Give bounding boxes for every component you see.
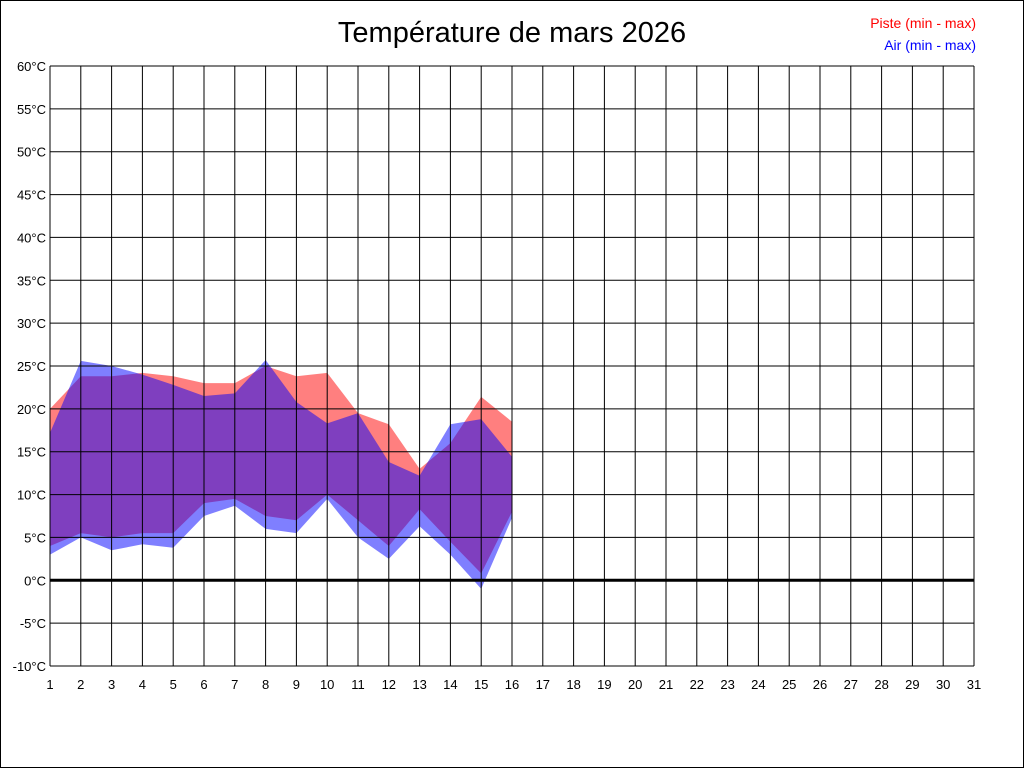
y-tick-label: 40°C	[17, 230, 46, 245]
x-tick-label: 20	[628, 677, 642, 692]
x-tick-label: 23	[720, 677, 734, 692]
y-tick-label: -5°C	[20, 616, 46, 631]
x-tick-label: 11	[351, 677, 365, 692]
x-tick-label: 16	[505, 677, 519, 692]
legend-air: Air (min - max)	[884, 37, 976, 53]
x-tick-label: 9	[293, 677, 300, 692]
y-tick-label: 55°C	[17, 102, 46, 117]
y-tick-label: 35°C	[17, 273, 46, 288]
x-tick-label: 5	[170, 677, 177, 692]
x-tick-label: 13	[412, 677, 426, 692]
x-tick-label: 27	[844, 677, 858, 692]
x-tick-label: 17	[536, 677, 550, 692]
x-tick-label: 25	[782, 677, 796, 692]
x-tick-label: 4	[139, 677, 146, 692]
y-tick-label: 10°C	[17, 488, 46, 503]
x-tick-label: 14	[443, 677, 457, 692]
x-tick-label: 12	[382, 677, 396, 692]
x-tick-label: 15	[474, 677, 488, 692]
y-tick-label: -10°C	[13, 659, 46, 674]
x-tick-label: 1	[46, 677, 53, 692]
x-tick-label: 7	[231, 677, 238, 692]
x-tick-label: 8	[262, 677, 269, 692]
band-air	[50, 360, 512, 589]
x-tick-label: 29	[905, 677, 919, 692]
y-tick-label: 50°C	[17, 145, 46, 160]
y-tick-label: 20°C	[17, 402, 46, 417]
x-tick-label: 31	[967, 677, 981, 692]
x-tick-label: 30	[936, 677, 950, 692]
x-tick-label: 6	[200, 677, 207, 692]
x-tick-label: 3	[108, 677, 115, 692]
x-tick-label: 26	[813, 677, 827, 692]
y-tick-label: 60°C	[17, 59, 46, 74]
y-tick-label: 0°C	[24, 573, 46, 588]
y-tick-label: 25°C	[17, 359, 46, 374]
x-tick-label: 22	[690, 677, 704, 692]
x-tick-label: 19	[597, 677, 611, 692]
x-tick-label: 2	[77, 677, 84, 692]
x-tick-label: 24	[751, 677, 765, 692]
chart-title: Température de mars 2026	[337, 17, 687, 49]
y-tick-label: 5°C	[24, 530, 46, 545]
x-tick-label: 21	[659, 677, 673, 692]
x-tick-label: 10	[320, 677, 334, 692]
legend-piste: Piste (min - max)	[870, 15, 976, 31]
y-tick-label: 30°C	[17, 316, 46, 331]
x-tick-label: 18	[566, 677, 580, 692]
y-tick-label: 45°C	[17, 188, 46, 203]
x-tick-label: 28	[874, 677, 888, 692]
y-tick-label: 15°C	[17, 445, 46, 460]
